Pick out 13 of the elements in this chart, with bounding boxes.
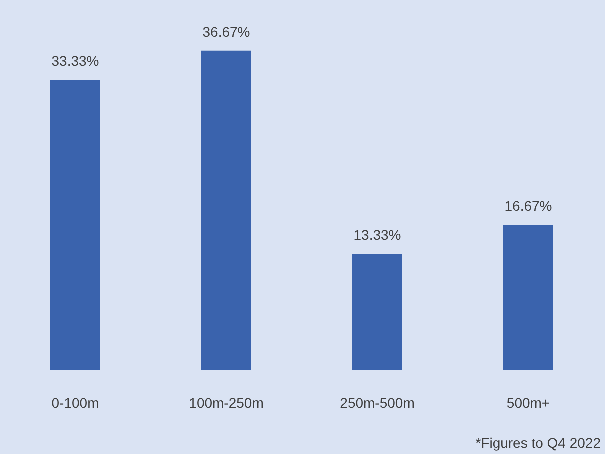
bar — [50, 80, 100, 370]
data-label: 13.33% — [354, 227, 402, 244]
x-tick-label: 0-100m — [52, 395, 100, 411]
bar — [202, 50, 252, 370]
x-tick-label: 100m-250m — [189, 395, 264, 411]
data-label: 33.33% — [52, 52, 100, 69]
bar — [352, 254, 402, 370]
data-label: 16.67% — [504, 198, 552, 214]
x-tick-label: 250m-500m — [340, 395, 415, 411]
bar — [504, 224, 554, 370]
data-label: 36.67% — [202, 24, 250, 40]
text: *Figures to Q4 2022 — [476, 435, 602, 451]
x-tick-label: 500m+ — [506, 395, 550, 411]
